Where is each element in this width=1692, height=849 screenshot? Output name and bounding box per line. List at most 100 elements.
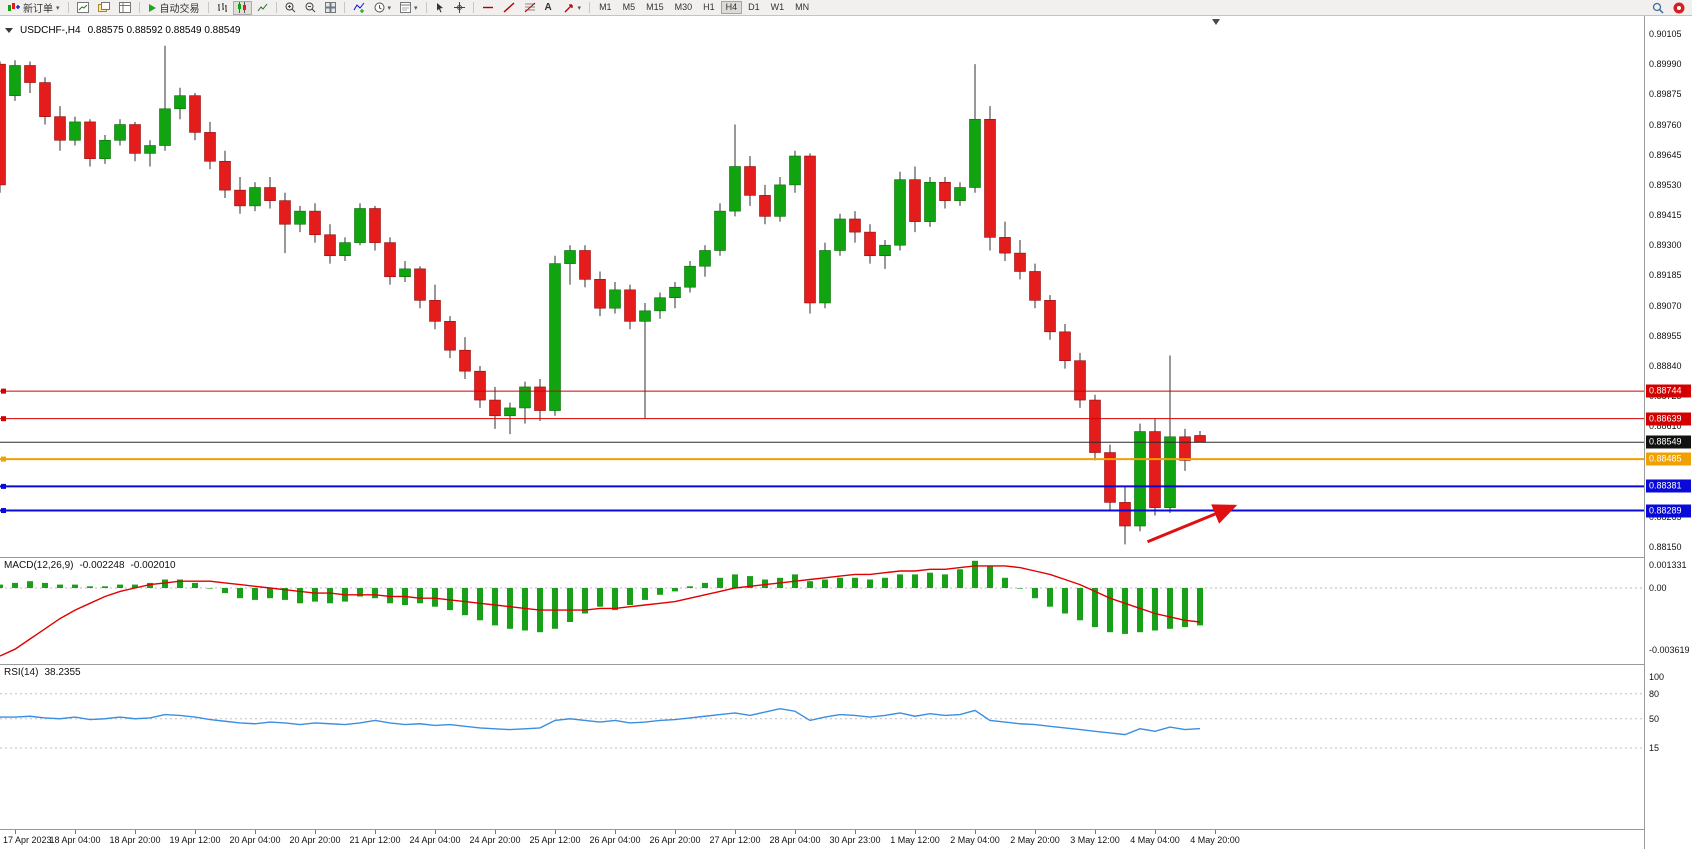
- arrows-tools-button[interactable]: ▾: [560, 1, 586, 15]
- macd-canvas[interactable]: [0, 558, 1644, 665]
- bear-candle: [1089, 399, 1101, 453]
- bear-candle: [1149, 431, 1161, 508]
- time-tick: [735, 830, 736, 834]
- templates-button[interactable]: ▾: [396, 1, 422, 15]
- macd-histogram-bar: [1167, 588, 1173, 629]
- macd-histogram-bar: [57, 584, 63, 588]
- profiles-button[interactable]: [94, 1, 114, 15]
- rsi-canvas[interactable]: [0, 665, 1644, 830]
- fibonacci-button[interactable]: [520, 1, 540, 15]
- bear-candle: [1029, 271, 1041, 301]
- time-tick: [255, 830, 256, 834]
- time-tick: [1215, 830, 1216, 834]
- indicators-button[interactable]: [349, 1, 369, 15]
- timeframe-d1-button[interactable]: D1: [743, 1, 765, 14]
- toolbar-separator: [138, 2, 140, 13]
- time-tick: [975, 830, 976, 834]
- search-button[interactable]: [1648, 1, 1668, 15]
- timeframe-h1-button[interactable]: H1: [698, 1, 720, 14]
- macd-label: MACD(12,26,9) -0.002248 -0.002010: [4, 560, 176, 571]
- line-handle[interactable]: [1, 456, 6, 462]
- market-watch-icon: [118, 2, 131, 13]
- time-scale[interactable]: 17 Apr 2023 18 Apr 04:00 18 Apr 20:00 19 Ap…: [0, 830, 1644, 849]
- text-label-button[interactable]: A: [541, 1, 559, 15]
- bear-candle: [429, 300, 441, 322]
- line-handle[interactable]: [1, 483, 6, 489]
- level-tag: 0.88639: [1646, 412, 1691, 426]
- tile-windows-icon: [324, 2, 336, 13]
- price-axis-label: 0.88610: [1649, 421, 1682, 432]
- macd-histogram-bar: [477, 588, 483, 621]
- bar-chart-button[interactable]: [213, 1, 232, 15]
- macd-histogram-bar: [132, 584, 138, 588]
- rsi-axis-label: 50: [1649, 713, 1660, 724]
- price-chart-canvas[interactable]: [0, 16, 1644, 558]
- periods-button[interactable]: ▾: [370, 1, 396, 15]
- cursor-button[interactable]: [431, 1, 449, 15]
- line-handle[interactable]: [1, 508, 6, 514]
- line-handle[interactable]: [1, 416, 6, 422]
- time-axis-label: 28 Apr 04:00: [769, 835, 821, 845]
- macd-pane: MACD(12,26,9) -0.002248 -0.002010: [0, 558, 1644, 665]
- chevron-down-icon: ▾: [414, 4, 418, 12]
- auto-trading-button[interactable]: 自动交易: [144, 1, 204, 15]
- timeframe-m5-button[interactable]: M5: [618, 1, 641, 14]
- chart-shift-marker[interactable]: [1212, 19, 1220, 25]
- macd-histogram-bar: [582, 588, 588, 614]
- timeframe-mn-button[interactable]: MN: [790, 1, 814, 14]
- zoom-out-button[interactable]: [301, 1, 320, 15]
- rsi-axis-label: 80: [1649, 688, 1660, 699]
- candlestick-chart-button[interactable]: [232, 0, 252, 15]
- timeframe-w1-button[interactable]: W1: [766, 1, 790, 14]
- bear-candle: [759, 195, 771, 217]
- macd-histogram-bar: [102, 586, 108, 588]
- bear-candle: [624, 289, 636, 322]
- timeframe-m30-button[interactable]: M30: [670, 1, 698, 14]
- price-chart-pane: USDCHF-,H4 0.88575 0.88592 0.88549 0.885…: [0, 16, 1644, 558]
- macd-histogram-bar: [222, 588, 228, 594]
- timeframe-m15-button[interactable]: M15: [641, 1, 669, 14]
- trend-arrow[interactable]: [1146, 504, 1238, 544]
- bull-candle: [834, 218, 846, 251]
- toolbar-separator: [472, 2, 474, 13]
- macd-histogram-bar: [852, 577, 858, 588]
- bear-candle: [1014, 252, 1026, 272]
- price-axis-label: 0.88955: [1649, 330, 1682, 341]
- macd-histogram-bar: [87, 586, 93, 588]
- time-tick: [1155, 830, 1156, 834]
- bull-candle: [1134, 431, 1146, 527]
- auto-trading-label: 自动交易: [159, 4, 200, 15]
- macd-value: -0.002248: [79, 560, 125, 571]
- market-watch-button[interactable]: [115, 1, 135, 15]
- time-axis-label: 2 May 04:00: [950, 835, 1000, 845]
- line-handle[interactable]: [1, 388, 6, 394]
- rsi-pane: RSI(14) 38.2355: [0, 665, 1644, 830]
- horizontal-line-button[interactable]: [478, 1, 498, 15]
- timeframe-m1-button[interactable]: M1: [594, 1, 617, 14]
- bull-candle: [69, 121, 81, 141]
- macd-histogram-bar: [147, 582, 153, 588]
- one-click-trading-toggle[interactable]: [5, 28, 13, 33]
- bull-candle: [99, 139, 111, 159]
- zoom-in-button[interactable]: [281, 1, 300, 15]
- macd-histogram-bar: [447, 588, 453, 611]
- bar-chart-icon: [217, 3, 227, 12]
- search-icon: [1652, 2, 1664, 14]
- price-scale[interactable]: 0.90105 0.89990 0.89875 0.89760 0.89645 0.895…: [1644, 16, 1692, 849]
- bear-candle: [489, 399, 501, 417]
- tile-windows-button[interactable]: [321, 1, 340, 15]
- line-chart-button[interactable]: [253, 1, 272, 15]
- time-axis-label: 26 Apr 04:00: [589, 835, 641, 845]
- macd-histogram-bar: [897, 574, 903, 588]
- bear-candle: [54, 116, 66, 141]
- alert-button[interactable]: [1669, 1, 1689, 15]
- crosshair-button[interactable]: [450, 1, 469, 15]
- time-tick: [195, 830, 196, 834]
- trendline-button[interactable]: [499, 1, 519, 15]
- charts-button[interactable]: [73, 1, 93, 15]
- timeframe-h4-button[interactable]: H4: [720, 1, 743, 14]
- bear-candle: [1059, 331, 1071, 361]
- new-order-button[interactable]: 新订单 ▾: [3, 1, 64, 15]
- bear-candle: [1074, 360, 1086, 401]
